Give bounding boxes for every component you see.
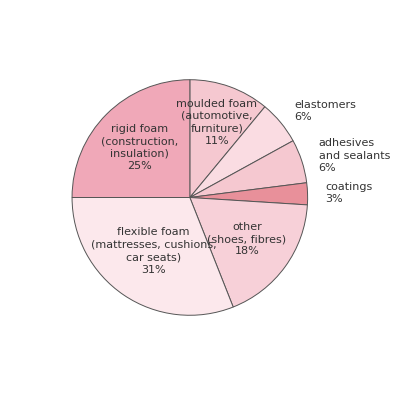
Wedge shape <box>72 198 233 315</box>
Wedge shape <box>190 107 293 198</box>
Wedge shape <box>190 198 307 307</box>
Text: elastomers
6%: elastomers 6% <box>294 100 356 122</box>
Text: coatings
3%: coatings 3% <box>325 182 372 205</box>
Wedge shape <box>190 183 308 205</box>
Text: moulded foam
(automotive,
furniture)
11%: moulded foam (automotive, furniture) 11% <box>176 98 258 146</box>
Text: adhesives
and sealants
6%: adhesives and sealants 6% <box>319 138 390 173</box>
Text: rigid foam
(construction,
insulation)
25%: rigid foam (construction, insulation) 25… <box>101 124 178 171</box>
Wedge shape <box>190 80 265 198</box>
Wedge shape <box>72 80 190 198</box>
Text: other
(shoes, fibres)
18%: other (shoes, fibres) 18% <box>208 222 286 256</box>
Wedge shape <box>190 141 307 198</box>
Text: flexible foam
(mattresses, cushions,
car seats)
31%: flexible foam (mattresses, cushions, car… <box>91 228 216 275</box>
